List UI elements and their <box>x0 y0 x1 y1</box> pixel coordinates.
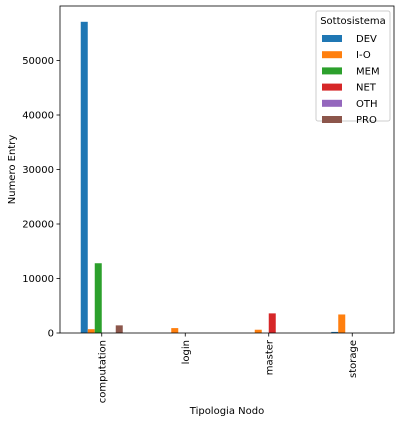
y-axis: 0 10000 20000 30000 40000 50000 <box>22 56 60 340</box>
legend: Sottosistema DEV I-O MEM NET OTH PRO <box>315 10 391 126</box>
legend-swatch-NET <box>322 83 342 91</box>
x-axis: computation login master storage <box>97 333 359 403</box>
legend-swatch-I-O <box>322 51 342 59</box>
legend-swatch-DEV <box>322 35 342 42</box>
legend-swatch-PRO <box>322 116 342 123</box>
legend-label-DEV: DEV <box>356 34 377 45</box>
x-tick-label: storage <box>348 340 359 378</box>
x-tick-label: computation <box>97 340 108 403</box>
bar-I-O-login <box>171 328 179 333</box>
y-tick-label: 50000 <box>22 56 54 67</box>
x-tick-label: login <box>181 340 192 364</box>
legend-items: DEV I-O MEM NET OTH PRO <box>322 34 380 126</box>
legend-swatch-MEM <box>322 67 342 75</box>
legend-label-PRO: PRO <box>356 115 377 126</box>
bar-DEV-computation <box>80 21 88 334</box>
bar-I-O-master <box>254 329 262 333</box>
legend-label-OTH: OTH <box>356 99 378 110</box>
bar-MEM-computation <box>94 263 102 333</box>
bar-DEV-storage <box>331 331 339 333</box>
legend-swatch-OTH <box>322 99 342 107</box>
bar-PRO-computation <box>115 325 123 333</box>
y-axis-label: Numero Entry <box>7 135 18 205</box>
legend-label-I-O: I-O <box>356 50 371 61</box>
bar-I-O-computation <box>87 329 95 333</box>
legend-label-MEM: MEM <box>356 66 380 77</box>
x-tick-label: master <box>264 339 275 375</box>
y-tick-label: 20000 <box>22 220 54 231</box>
y-tick-label: 0 <box>48 329 54 340</box>
bar-NET-master <box>268 313 276 333</box>
bar-I-O-storage <box>338 314 346 333</box>
y-tick-label: 30000 <box>22 165 54 176</box>
y-tick-label: 10000 <box>22 274 54 285</box>
x-axis-label: Tipologia Nodo <box>189 406 264 417</box>
legend-title: Sottosistema <box>320 16 386 27</box>
bars-group <box>80 21 346 334</box>
y-tick-label: 40000 <box>22 111 54 122</box>
legend-label-NET: NET <box>356 83 377 94</box>
